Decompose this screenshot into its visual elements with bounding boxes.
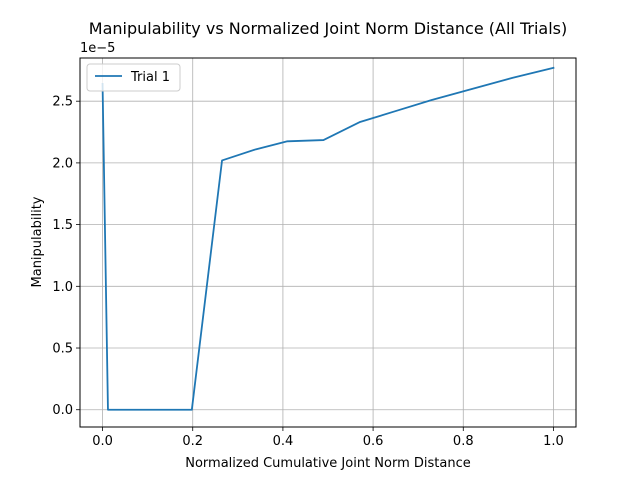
x-tick-label: 0.4 (273, 434, 294, 449)
legend-label-trial-1: Trial 1 (130, 70, 170, 85)
legend-box (86, 63, 181, 92)
series-line-trial-1 (101, 66, 555, 411)
chart-title: Manipulability vs Normalized Joint Norm … (89, 19, 567, 38)
y-axis-label: Manipulability (30, 196, 45, 287)
x-tick-label: 1.0 (543, 434, 564, 449)
plot-data (101, 66, 555, 411)
axis-ticks: 0.0 0.2 0.4 0.6 0.8 1.0 0.0 0.5 1.0 1.5 2.0 2.5 (52, 95, 563, 449)
x-tick-label: 0.8 (453, 434, 474, 449)
x-tick-label: 0.2 (182, 434, 203, 449)
x-tick-label: 0.0 (92, 434, 113, 449)
y-tick-label: 0.5 (52, 342, 73, 357)
y-tick-label: 2.0 (52, 156, 73, 171)
grid-lines (80, 58, 576, 427)
y-tick-label: 1.0 (52, 280, 73, 295)
y-tick-label: 2.5 (52, 95, 73, 110)
y-tick-label: 0.0 (52, 403, 73, 418)
x-tick-label: 0.6 (363, 434, 384, 449)
y-offset-label: 1e−5 (80, 41, 115, 56)
x-axis-label: Normalized Cumulative Joint Norm Distanc… (185, 456, 471, 471)
plot-area-frame (79, 57, 577, 428)
legend: Trial 1 (86, 63, 181, 92)
y-tick-label: 1.5 (52, 218, 73, 233)
